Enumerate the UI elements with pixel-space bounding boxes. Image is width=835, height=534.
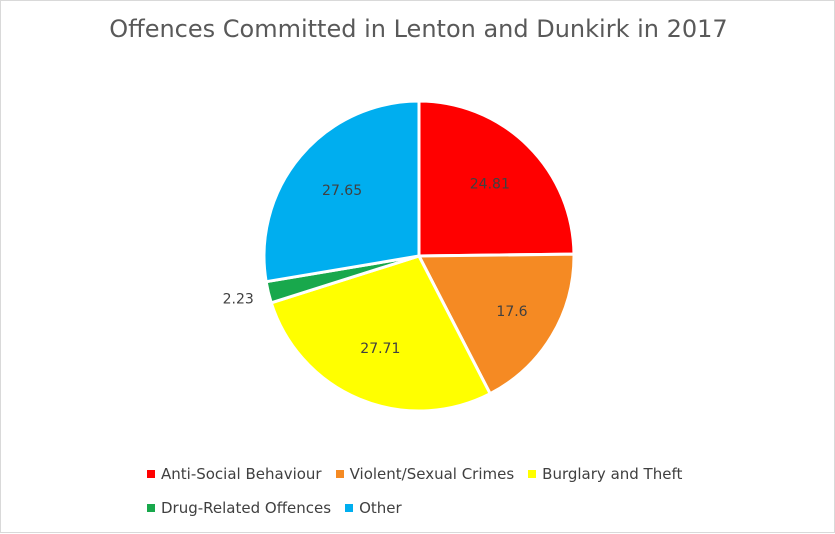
legend-swatch bbox=[345, 504, 354, 512]
legend-swatch bbox=[147, 504, 155, 512]
pie-slice bbox=[262, 99, 421, 284]
data-label: 27.65 bbox=[322, 183, 362, 199]
data-label: 24.81 bbox=[470, 176, 510, 192]
data-label: 27.71 bbox=[360, 341, 400, 357]
legend-row: Anti-Social Behaviour Violent/Sexual Crim… bbox=[147, 465, 696, 483]
legend-item: Violent/Sexual Crimes bbox=[335, 465, 515, 483]
legend-label: Burglary and Theft bbox=[542, 465, 683, 483]
legend-item: Burglary and Theft bbox=[528, 465, 682, 483]
legend-swatch bbox=[147, 470, 155, 478]
legend-item: Drug-Related Offences bbox=[147, 499, 331, 517]
legend-row: Drug-Related Offences Other bbox=[147, 499, 416, 517]
legend-swatch bbox=[335, 470, 344, 478]
legend-item: Other bbox=[345, 499, 402, 517]
legend-label: Drug-Related Offences bbox=[161, 499, 332, 517]
pie-slice bbox=[269, 254, 492, 413]
chart-title: Offences Committed in Lenton and Dunkirk… bbox=[109, 15, 728, 43]
data-label: 17.6 bbox=[496, 304, 527, 320]
pie-slice bbox=[417, 252, 576, 396]
legend-swatch bbox=[528, 470, 537, 478]
legend-label: Other bbox=[359, 499, 402, 517]
legend-item: Anti-Social Behaviour bbox=[147, 465, 322, 483]
pie-slice bbox=[417, 99, 576, 258]
data-label: 2.23 bbox=[223, 292, 254, 308]
legend-label: Anti-Social Behaviour bbox=[161, 465, 322, 483]
legend-label: Violent/Sexual Crimes bbox=[349, 465, 515, 483]
